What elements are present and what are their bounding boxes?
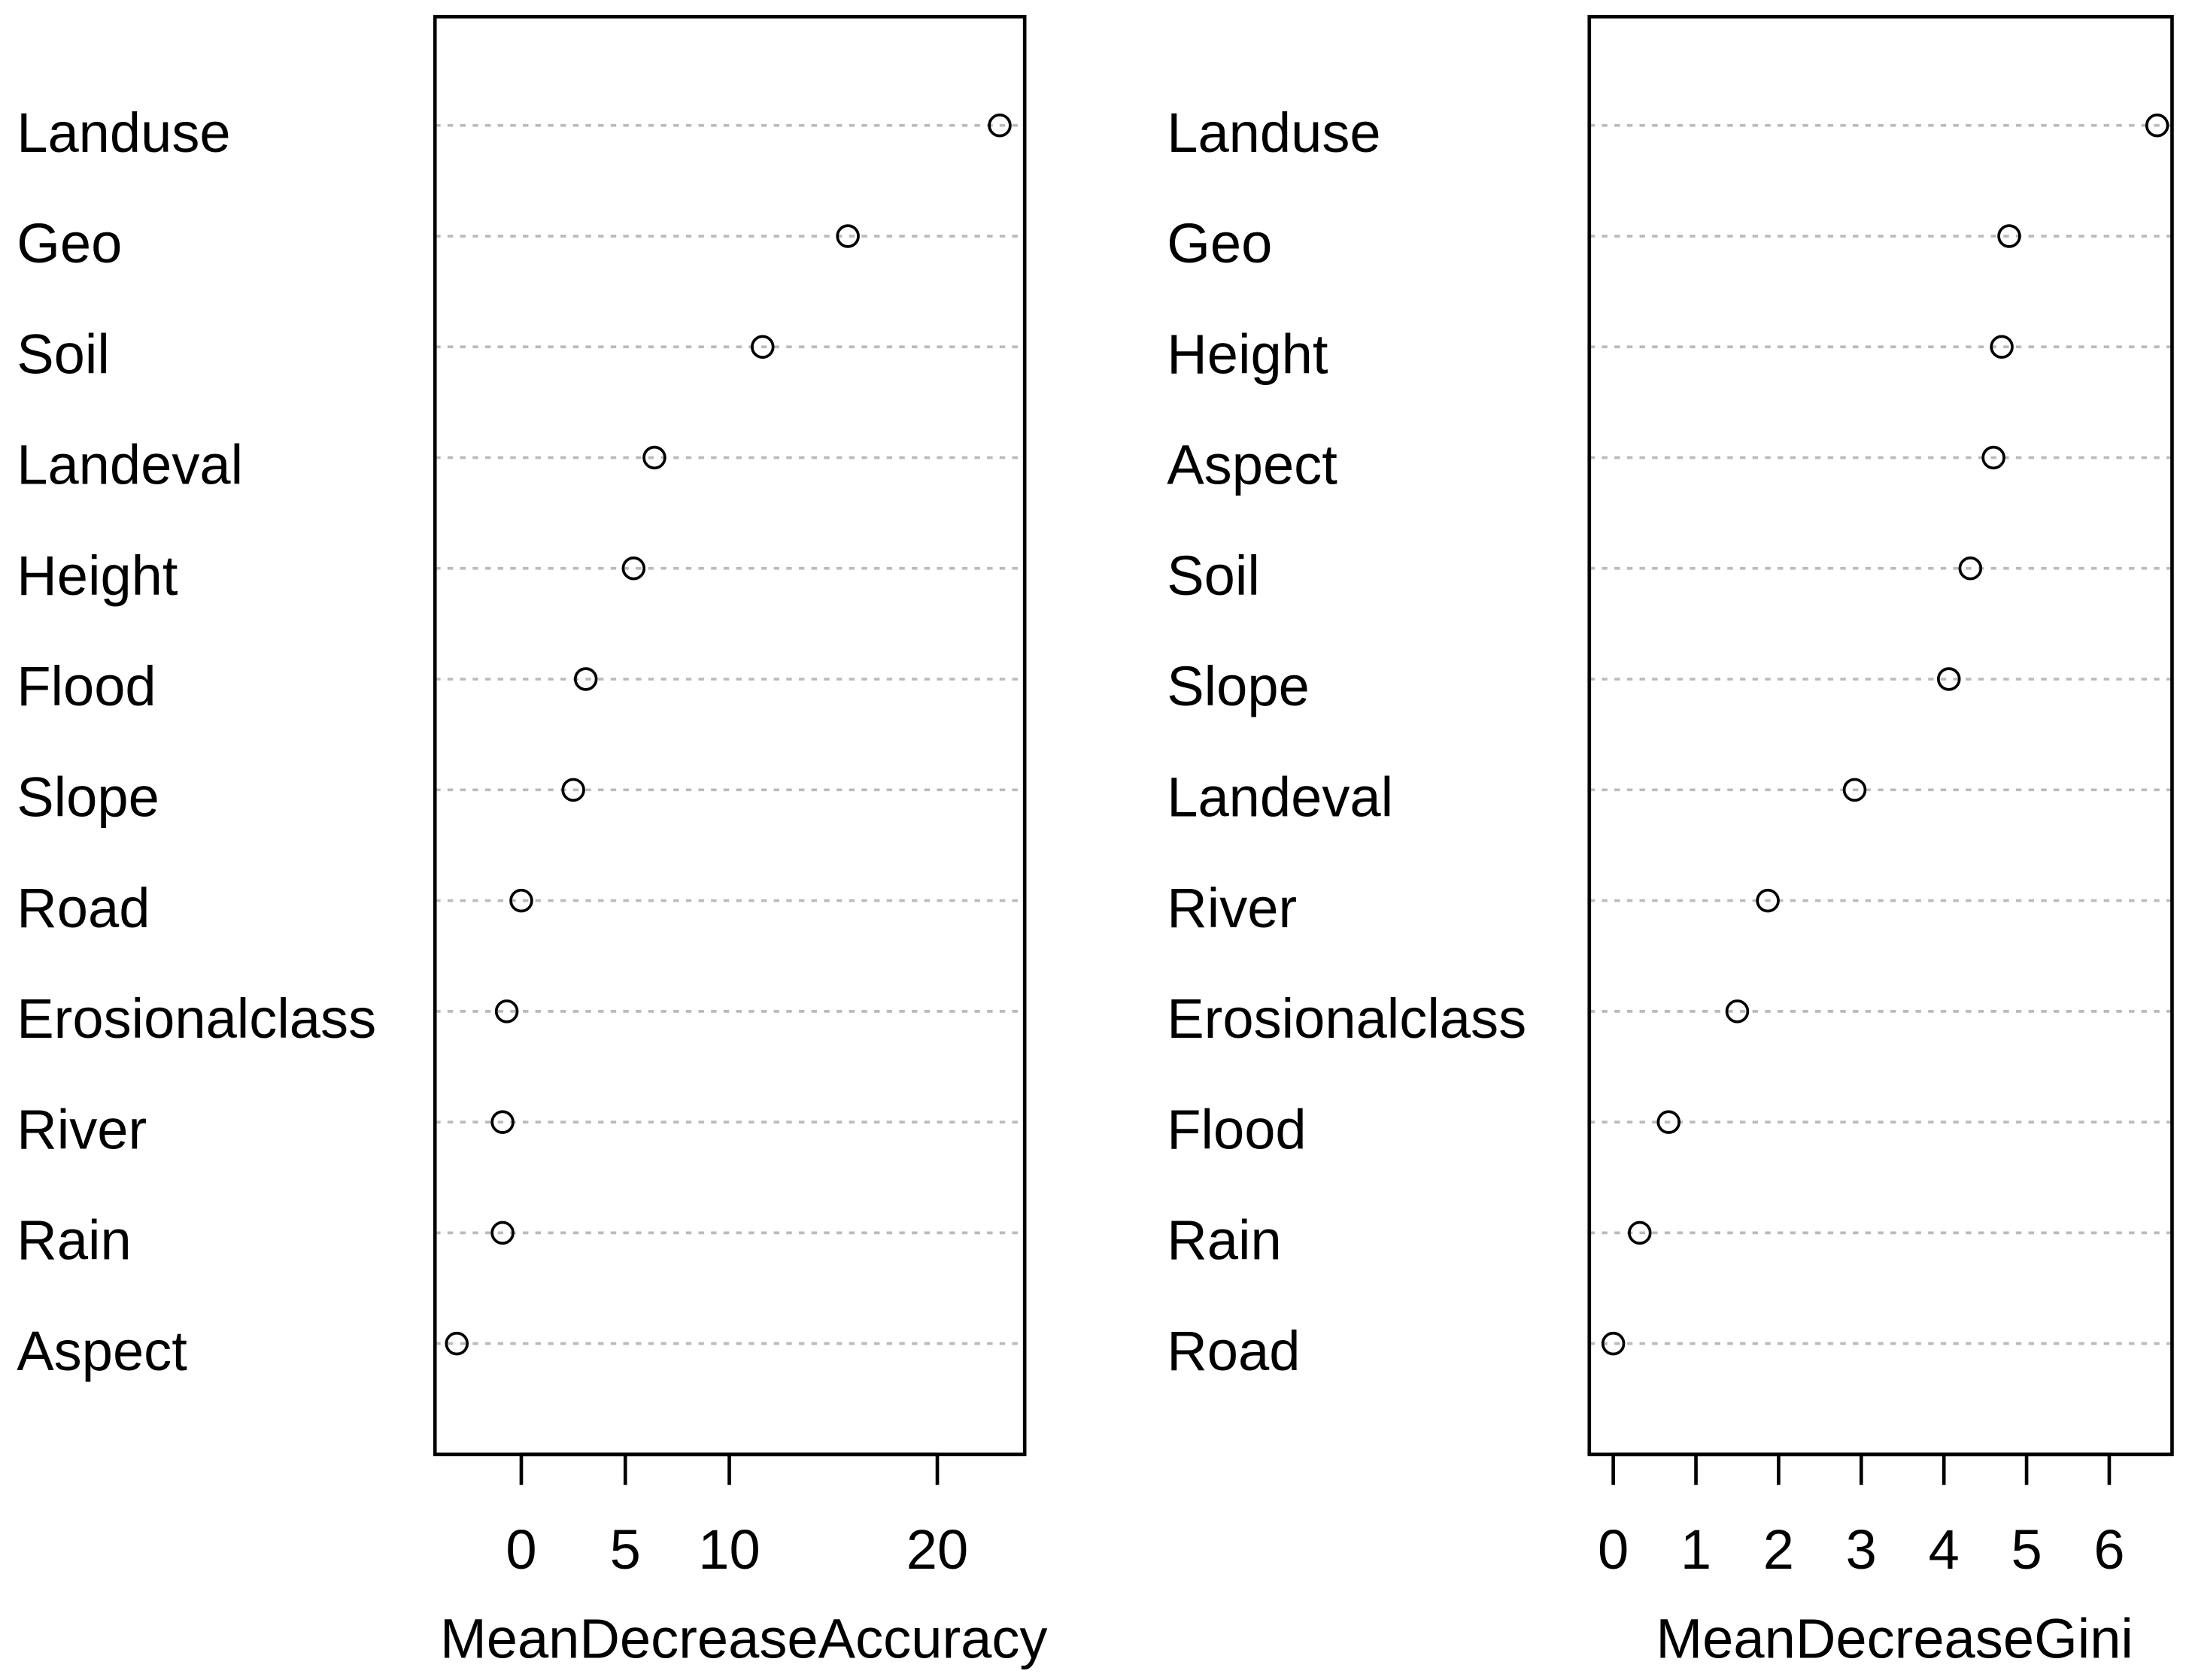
category-label: River [1167, 877, 1297, 939]
dot [836, 224, 860, 248]
x-axis-title: MeanDecreaseGini [1656, 1607, 2133, 1669]
category-label: Soil [1167, 544, 1260, 607]
category-label: Landeval [17, 434, 243, 496]
dot [1981, 445, 2005, 470]
dot [642, 445, 666, 470]
category-label: Rain [17, 1209, 131, 1272]
category-label: Geo [1167, 212, 1272, 274]
dot [445, 1331, 469, 1356]
dot [573, 667, 598, 691]
dot [751, 335, 775, 359]
category-label: Aspect [1167, 434, 1337, 496]
x-tick-label: 10 [698, 1518, 760, 1581]
category-label: Erosionalclass [1167, 987, 1526, 1050]
x-tick-label: 20 [906, 1518, 968, 1581]
plot-frame [433, 14, 1027, 1457]
category-label: Geo [17, 212, 122, 274]
dot [2145, 113, 2169, 138]
category-label: Rain [1167, 1209, 1281, 1272]
x-tick-label: 5 [610, 1518, 641, 1581]
category-label: Height [17, 544, 178, 607]
dot [494, 999, 519, 1023]
category-label: Aspect [17, 1320, 187, 1382]
category-label: Road [17, 877, 150, 939]
category-label: Slope [17, 766, 159, 829]
x-tick-label: 3 [1846, 1518, 1877, 1581]
dot [1756, 888, 1780, 913]
x-tick-label: 5 [2011, 1518, 2042, 1581]
dot [1937, 667, 1961, 691]
dot [1656, 1110, 1681, 1134]
category-label: Landuse [1167, 102, 1380, 164]
dot [1958, 556, 1983, 581]
x-tick-label: 0 [1598, 1518, 1629, 1581]
x-axis-title: MeanDecreaseAccuracy [440, 1607, 1048, 1669]
dot [621, 556, 646, 581]
x-tick-label: 6 [2093, 1518, 2124, 1581]
category-label: Soil [17, 323, 110, 385]
x-tick-label: 0 [506, 1518, 536, 1581]
dot [509, 888, 533, 913]
dot [1628, 1221, 1652, 1245]
category-label: Road [1167, 1320, 1300, 1382]
dot [1997, 224, 2021, 248]
x-tick-label: 1 [1680, 1518, 1711, 1581]
x-tick-label: 2 [1763, 1518, 1794, 1581]
dot [988, 113, 1012, 138]
category-label: Erosionalclass [17, 987, 376, 1050]
plot-frame [1587, 14, 2174, 1457]
dot [1842, 778, 1867, 802]
dot [1725, 999, 1750, 1023]
category-label: Flood [17, 655, 156, 717]
category-label: Landeval [1167, 766, 1393, 829]
category-label: Slope [1167, 655, 1310, 717]
dot [1990, 335, 2014, 359]
category-label: Height [1167, 323, 1328, 385]
x-tick-label: 4 [1929, 1518, 1960, 1581]
dot [561, 778, 585, 802]
category-label: Landuse [17, 102, 230, 164]
dot [1601, 1331, 1626, 1356]
category-label: River [17, 1098, 147, 1160]
category-label: Flood [1167, 1098, 1306, 1160]
dot [490, 1221, 515, 1245]
dot [490, 1110, 515, 1134]
